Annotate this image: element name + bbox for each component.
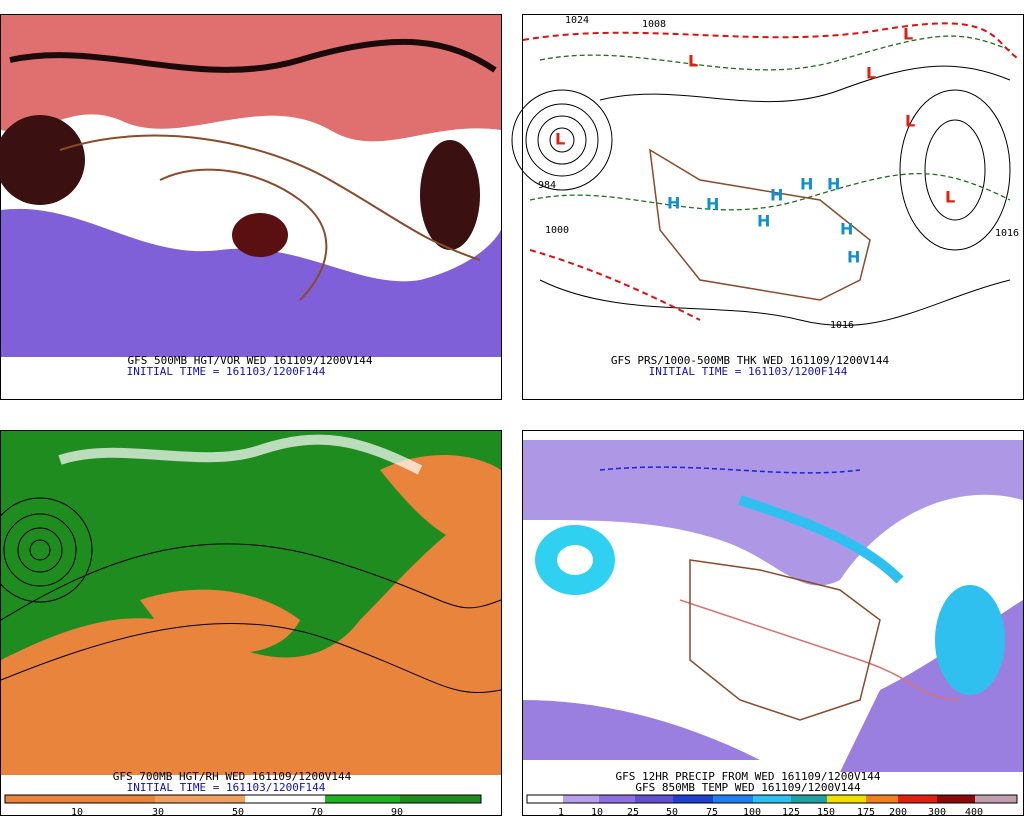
panel-precip: GFS 12HR PRECIP FROM WED 161109/1200V144… bbox=[522, 430, 1024, 818]
caption: GFS 500MB HGT/VOR WED 161109/1200V144 bbox=[127, 354, 372, 367]
colorbar-label: 400 bbox=[965, 807, 983, 818]
low-marker: L bbox=[945, 188, 955, 207]
colorbar-label: 25 bbox=[627, 807, 639, 818]
high-marker: H bbox=[827, 175, 840, 194]
colorbar-label: 150 bbox=[817, 807, 835, 818]
colorbar-label: 300 bbox=[928, 807, 946, 818]
isobar-label: 1000 bbox=[545, 225, 569, 236]
initial-time: INITIAL TIME = 161103/1200F144 bbox=[127, 365, 326, 378]
high-marker: H bbox=[706, 195, 719, 214]
initial-time: INITIAL TIME = 161103/1200F144 bbox=[649, 365, 848, 378]
isobar-label: 1024 bbox=[565, 15, 589, 26]
high-marker: H bbox=[847, 248, 860, 267]
colorbar-label: 10 bbox=[71, 807, 83, 818]
isobar-label: 984 bbox=[538, 180, 556, 191]
high-marker: H bbox=[770, 186, 783, 205]
high-marker: H bbox=[840, 220, 853, 239]
caption: GFS 700MB HGT/RH WED 161109/1200V144 bbox=[113, 770, 352, 783]
isobar-label: 1016 bbox=[995, 228, 1019, 239]
high-marker: H bbox=[800, 175, 813, 194]
panel-700mb: GFS 700MB HGT/RH WED 161109/1200V144 INI… bbox=[0, 430, 502, 818]
panel-pressure: L L L L L L H H H H H H H H 1024 1008 98… bbox=[511, 14, 1024, 400]
initial-time: INITIAL TIME = 161103/1200F144 bbox=[127, 781, 326, 794]
panel-500mb: GFS 500MB HGT/VOR WED 161109/1200V144 IN… bbox=[0, 14, 502, 400]
colorbar-label: 100 bbox=[743, 807, 761, 818]
isobar-label: 1008 bbox=[642, 19, 666, 30]
low-marker: L bbox=[555, 130, 565, 149]
colorbar-label: 175 bbox=[857, 807, 875, 818]
colorbar bbox=[526, 794, 1018, 804]
low-marker: L bbox=[905, 112, 915, 131]
caption: GFS PRS/1000-500MB THK WED 161109/1200V1… bbox=[611, 354, 890, 367]
colorbar-label: 200 bbox=[889, 807, 907, 818]
colorbar-label: 50 bbox=[666, 807, 678, 818]
colorbar-label: 90 bbox=[391, 807, 403, 818]
low-marker: L bbox=[866, 64, 876, 83]
isobar-label: 1016 bbox=[830, 320, 854, 331]
low-marker: L bbox=[688, 52, 698, 71]
colorbar-label: 70 bbox=[311, 807, 323, 818]
colorbar-label: 10 bbox=[591, 807, 603, 818]
high-marker: H bbox=[757, 212, 770, 231]
high-marker: H bbox=[667, 194, 680, 213]
colorbar-label: 125 bbox=[782, 807, 800, 818]
colorbar bbox=[4, 794, 482, 804]
caption: GFS 12HR PRECIP FROM WED 161109/1200V144 bbox=[616, 770, 881, 783]
caption: GFS 850MB TEMP WED 161109/1200V144 bbox=[635, 781, 861, 794]
low-marker: L bbox=[903, 25, 913, 44]
colorbar-label: 50 bbox=[232, 807, 244, 818]
colorbar-label: 30 bbox=[152, 807, 164, 818]
colorbar-label: 75 bbox=[706, 807, 718, 818]
colorbar-label: 1 bbox=[558, 807, 564, 818]
